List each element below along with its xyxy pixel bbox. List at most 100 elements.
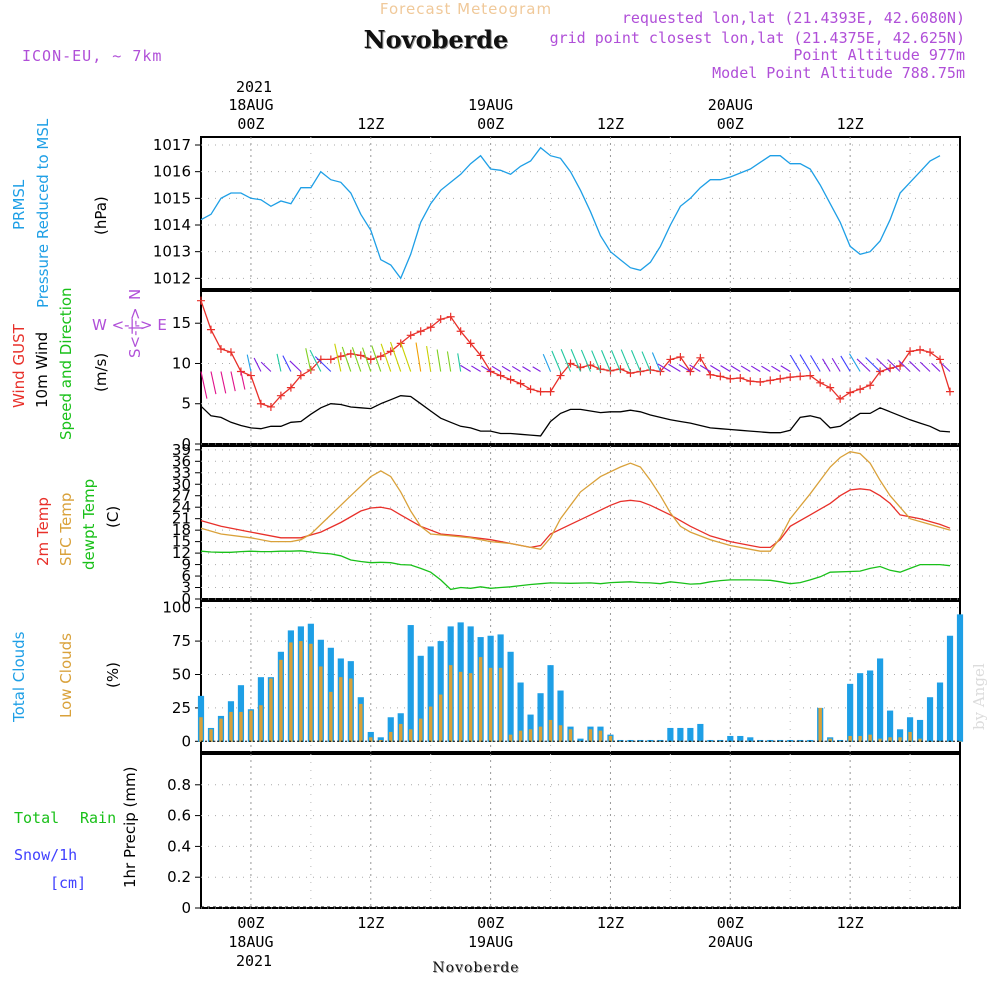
p3-label-sfc: SFC Temp — [57, 493, 75, 566]
total-cloud-bar — [697, 723, 704, 742]
gust-marker — [366, 355, 375, 364]
low-cloud-bar — [918, 738, 922, 742]
low-cloud-bar — [448, 665, 453, 742]
gust-marker — [696, 353, 705, 362]
plot-area: 1012101310141015101610170510150369121518… — [153, 136, 964, 951]
low-cloud-bar — [568, 729, 573, 742]
gust-marker — [326, 355, 335, 364]
gust-marker — [846, 388, 855, 397]
total-cloud-bar — [367, 731, 374, 742]
wind-arrow — [771, 365, 781, 372]
wind-arrow — [898, 360, 911, 372]
gust-marker — [826, 383, 835, 392]
low-cloud-bar — [458, 671, 463, 742]
wind-arrow — [720, 365, 731, 372]
low-cloud-bar — [239, 711, 243, 742]
wind-arrow — [426, 345, 432, 372]
compass-ns-icon: S<-|-> — [126, 307, 144, 358]
total-cloud-bar — [617, 739, 624, 742]
y-tick-label: 75 — [172, 632, 191, 650]
p2-label-gust: Wind GUST — [10, 323, 28, 408]
low-cloud-bar — [249, 710, 253, 742]
gust-marker — [596, 365, 605, 374]
low-cloud-bar — [608, 735, 613, 742]
wind-arrow — [491, 365, 501, 372]
y-tick-label: 50 — [172, 665, 191, 683]
total-cloud-bar — [657, 739, 664, 742]
y-tick-label: 5 — [181, 395, 191, 413]
gust-marker — [676, 353, 685, 362]
wind-arrow — [740, 365, 751, 372]
model-altitude: Model Point Altitude 788.75m — [712, 64, 965, 82]
low-cloud-bar — [838, 741, 842, 742]
wind-arrow — [580, 349, 591, 372]
wind-arrow — [789, 354, 801, 372]
wind-arrow — [840, 355, 851, 372]
bottom-date-label: 18AUG — [228, 933, 273, 951]
p5-label-cm: [cm] — [50, 874, 86, 892]
total-cloud-bar — [936, 682, 944, 742]
p4-label-low: Low Clouds — [57, 633, 75, 718]
y-tick-label: 33 — [172, 464, 191, 482]
total-cloud-bar — [777, 739, 784, 742]
gust-marker — [456, 327, 465, 336]
gust-marker — [206, 325, 215, 334]
wind-arrow — [856, 358, 871, 372]
gust-marker — [706, 370, 715, 379]
total-cloud-bar — [637, 739, 644, 742]
wind-arrow — [750, 365, 761, 372]
wind-arrow — [730, 365, 741, 372]
low-cloud-bar — [508, 734, 513, 742]
wind-arrow — [276, 353, 282, 372]
wind-arrow — [651, 352, 661, 372]
total-cloud-bar — [946, 635, 954, 742]
wind-arrow — [200, 371, 208, 399]
bottom-time-label: 12Z — [837, 914, 864, 932]
y-tick-label: 24 — [172, 498, 191, 516]
gust-marker — [936, 355, 945, 364]
low-cloud-bar — [488, 667, 493, 742]
gust-marker — [296, 371, 305, 380]
y-tick-label: 27 — [172, 487, 191, 505]
wind-arrow — [240, 371, 246, 390]
wind-arrow — [220, 371, 227, 394]
series-2m-temp — [200, 488, 951, 549]
total-cloud-bar — [577, 738, 584, 742]
gust-marker — [716, 372, 725, 381]
wind-arrow — [620, 349, 631, 372]
low-cloud-bar — [389, 731, 393, 742]
wind-arrow — [761, 365, 771, 372]
gust-marker — [496, 371, 505, 380]
panel1-labels: PRMSL Pressure Reduced to MSL (hPa) — [10, 118, 110, 308]
requested-point: requested lon,lat (21.4393E, 42.6080N) — [622, 9, 965, 27]
wind-arrow — [361, 347, 372, 372]
wind-arrow — [253, 357, 262, 372]
gust-marker — [946, 387, 955, 396]
p5-label-total: Total — [14, 809, 59, 827]
low-cloud-bar — [438, 694, 443, 742]
y-tick-label: 1017 — [153, 136, 191, 154]
wind-arrow — [909, 360, 921, 372]
top-time-label: 00Z — [717, 115, 744, 133]
wind-arrow — [799, 354, 811, 372]
wind-arrow — [591, 350, 601, 372]
total-cloud-bar — [527, 714, 534, 742]
wind-arrow — [678, 364, 691, 372]
p4-label-total: Total Clouds — [10, 631, 28, 723]
p1-label-prmsl: PRMSL — [10, 179, 28, 230]
series-dewpt-temp — [200, 550, 951, 591]
gust-marker — [426, 323, 435, 332]
y-tick-label: 1014 — [153, 216, 191, 234]
y-tick-label: 0.6 — [167, 807, 191, 825]
total-cloud-bar — [507, 651, 514, 742]
gust-marker — [246, 371, 255, 380]
gust-marker — [446, 312, 455, 321]
wind-arrow — [657, 363, 671, 372]
bottom-date-label: 20AUG — [708, 933, 753, 951]
gust-marker — [746, 377, 755, 386]
top-time-label: 12Z — [837, 115, 864, 133]
total-cloud-bar — [737, 735, 744, 742]
low-cloud-bar — [349, 678, 353, 742]
top-date-label: 19AUG — [468, 96, 513, 114]
